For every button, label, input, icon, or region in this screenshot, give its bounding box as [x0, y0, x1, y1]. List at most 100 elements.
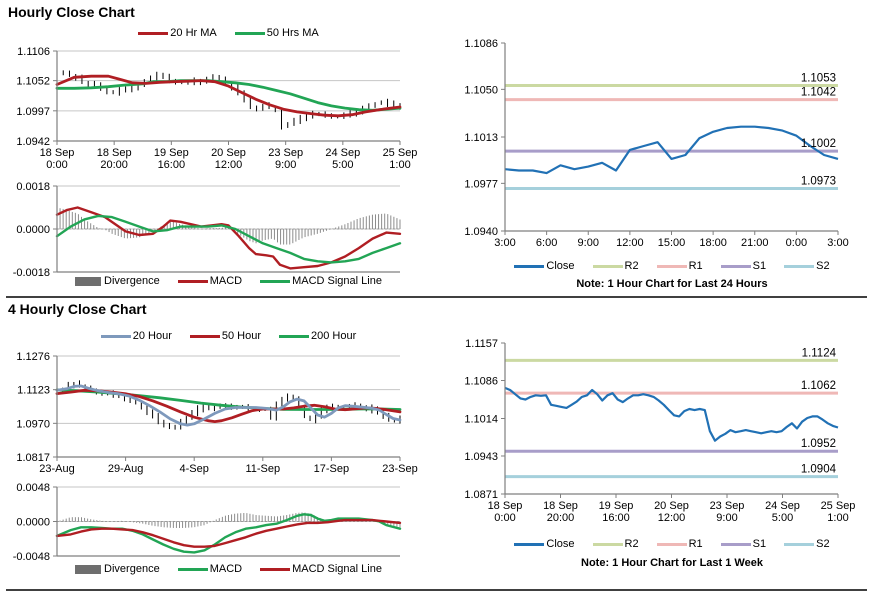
x-tick-label: 18:00 — [699, 237, 727, 249]
legend-line-swatch-icon — [592, 542, 623, 546]
x-tick-label: 23-Sep — [382, 463, 417, 475]
y-tick-label: 1.0943 — [464, 451, 498, 463]
y-tick-label: 1.0871 — [464, 489, 498, 501]
legend-label: 50 Hrs MA — [266, 27, 319, 39]
x-tick-label: 23 Sep — [710, 500, 745, 512]
legend-line-swatch-icon — [189, 334, 220, 338]
legend-label: MACD Signal Line — [292, 275, 382, 287]
x-tick-label: 20:00 — [547, 512, 575, 524]
legend-item: S2 — [784, 538, 830, 550]
x-tick-label: 5:00 — [772, 512, 793, 524]
y-tick-label: 1.1014 — [464, 414, 498, 426]
legend-item: 20 Hour — [100, 330, 172, 342]
hourly-price-legend: 20 Hr MA 50 Hrs MA — [57, 27, 400, 39]
hourly-chart-title: Hourly Close Chart — [8, 4, 135, 20]
x-tick-label: 0:00 — [494, 512, 515, 524]
x-tick-label: 25 Sep — [821, 500, 856, 512]
x-tick-label: 16:00 — [602, 512, 630, 524]
x-tick-label: 20:00 — [100, 159, 128, 171]
y-tick-label: 1.1157 — [465, 338, 498, 350]
legend-label: 50 Hour — [221, 330, 261, 342]
series-20-hr-ma — [55, 74, 402, 118]
level-label-r1: 1.1042 — [801, 87, 836, 99]
legend-label: MACD — [209, 563, 243, 575]
level-label-r1: 1.1062 — [801, 380, 836, 392]
legend-line-swatch-icon — [260, 279, 291, 283]
legend-line-swatch-icon — [592, 264, 623, 268]
x-tick-label: 6:00 — [536, 237, 557, 249]
legend-line-swatch-icon — [720, 542, 751, 546]
legend-label: 200 Hour — [311, 330, 357, 342]
legend-item: Divergence — [75, 563, 160, 575]
legend-label: Divergence — [104, 563, 160, 575]
x-tick-label: 23-Aug — [39, 463, 74, 475]
y-tick-label: 1.1013 — [464, 132, 498, 144]
x-tick-label: 12:00 — [616, 237, 644, 249]
y-tick-label: 1.1276 — [16, 351, 50, 363]
legend-line-swatch-icon — [177, 279, 208, 283]
level-label-s2: 1.0904 — [801, 464, 837, 476]
legend-line-swatch-icon — [514, 264, 545, 268]
series-macd-signal-line — [55, 214, 402, 264]
legend-label: 20 Hour — [132, 330, 172, 342]
x-tick-label: 4-Sep — [180, 463, 209, 475]
four-hourly-macd-legend: Divergence MACD MACD Signal Line — [57, 563, 400, 575]
legend-item: MACD — [177, 275, 243, 287]
x-tick-label: 0:00 — [46, 159, 67, 171]
y-tick-label: 1.1086 — [464, 38, 498, 50]
level-label-r2: 1.1124 — [802, 347, 837, 359]
legend-item: 200 Hour — [279, 330, 356, 342]
x-tick-label: 9:00 — [275, 159, 296, 171]
level-label-s1: 1.0952 — [801, 438, 836, 450]
legend-label: S2 — [816, 260, 830, 272]
legend-line-swatch-icon — [234, 31, 265, 35]
legend-line-swatch-icon — [100, 334, 131, 338]
y-tick-label: 1.1086 — [464, 375, 498, 387]
x-tick-label: 24 Sep — [325, 147, 360, 159]
legend-item: S2 — [784, 260, 830, 272]
legend-label: 20 Hr MA — [170, 27, 217, 39]
legend-line-swatch-icon — [656, 542, 687, 546]
x-tick-label: 0:00 — [786, 237, 807, 249]
x-tick-label: 18 Sep — [543, 500, 578, 512]
y-tick-label: -0.0048 — [13, 551, 50, 563]
legend-label: S2 — [816, 538, 830, 550]
note-last-1-week: Note: 1 Hour Chart for Last 1 Week — [581, 557, 763, 569]
y-tick-label: 1.1052 — [16, 76, 50, 88]
legend-line-swatch-icon — [177, 567, 208, 571]
x-tick-label: 18 Sep — [97, 147, 132, 159]
legend-line-swatch-icon — [720, 264, 751, 268]
x-tick-label: 3:00 — [494, 237, 515, 249]
y-tick-label: 1.1106 — [17, 46, 50, 58]
legend-item: MACD Signal Line — [260, 563, 382, 575]
legend-item: R2 — [592, 260, 639, 272]
y-tick-label: 1.1123 — [17, 385, 50, 397]
legend-bar-swatch-icon — [75, 564, 102, 574]
legend-label: MACD — [209, 275, 243, 287]
legend-item: Divergence — [75, 275, 160, 287]
y-tick-label: -0.0018 — [13, 267, 50, 279]
y-tick-label: 0.0048 — [16, 482, 50, 494]
legend-item: 50 Hour — [189, 330, 261, 342]
four-hourly-chart-title: 4 Hourly Close Chart — [8, 301, 147, 317]
legend-item: MACD Signal Line — [260, 275, 382, 287]
level-label-r2: 1.1053 — [801, 72, 836, 84]
note-last-24-hours: Note: 1 Hour Chart for Last 24 Hours — [576, 278, 768, 290]
legend-label: R1 — [688, 260, 703, 272]
x-tick-label: 1:00 — [389, 159, 410, 171]
y-tick-label: 1.0970 — [16, 418, 50, 430]
hourly-macd-chart: 0.0018 0.0000 -0.0018 — [13, 181, 402, 279]
legend-item: 50 Hrs MA — [234, 27, 319, 39]
x-tick-label: 3:00 — [827, 237, 848, 249]
series-50-hour — [55, 388, 402, 424]
legend-line-swatch-icon — [784, 264, 815, 268]
x-tick-label: 23 Sep — [268, 147, 303, 159]
legend-label: S1 — [752, 538, 767, 550]
sr-week-legend: Close R2 R1 S1 S2 — [498, 538, 846, 550]
y-tick-label: 1.0942 — [16, 136, 50, 148]
legend-line-swatch-icon — [279, 334, 309, 338]
legend-label: R2 — [624, 260, 639, 272]
